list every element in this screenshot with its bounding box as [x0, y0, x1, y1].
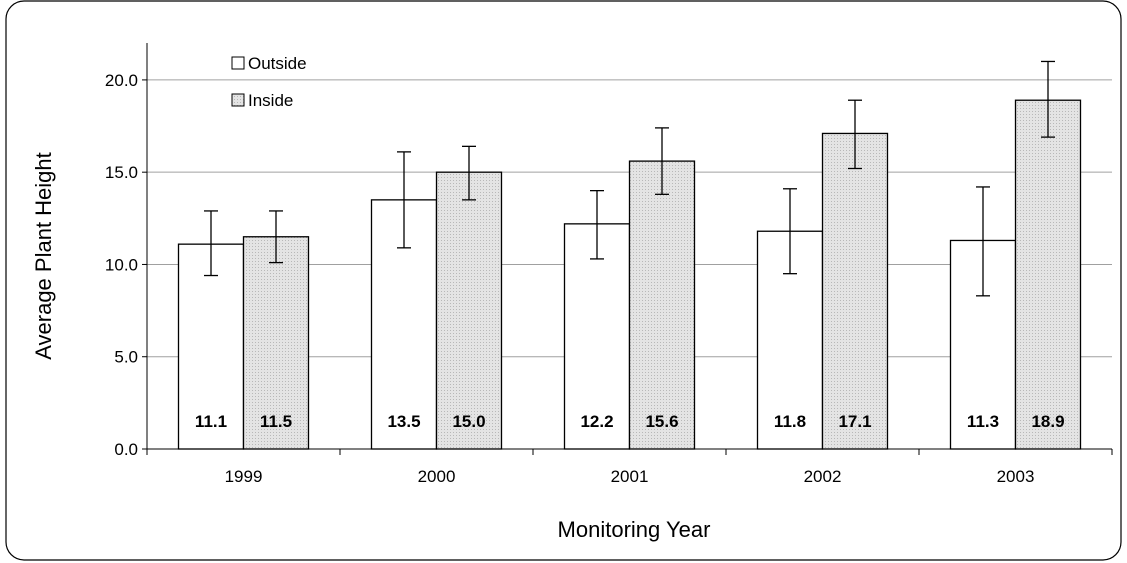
legend-label-inside: Inside — [248, 91, 293, 110]
bar-outside — [563, 223, 631, 450]
legend-swatch-outside — [231, 56, 245, 70]
legend-swatch-inside — [231, 93, 245, 107]
data-label: 11.3 — [967, 412, 999, 431]
y-tick-label: 20.0 — [105, 71, 138, 90]
data-label: 11.5 — [260, 412, 292, 431]
y-tick-label: 5.0 — [114, 348, 138, 367]
x-tick-label: 1999 — [225, 467, 263, 486]
bar-inside — [435, 171, 503, 450]
data-label: 17.1 — [838, 412, 871, 431]
bar-inside — [1014, 99, 1082, 450]
data-label: 15.0 — [452, 412, 485, 431]
data-label: 12.2 — [580, 412, 613, 431]
x-tick-label: 2003 — [997, 467, 1035, 486]
data-label: 18.9 — [1031, 412, 1064, 431]
y-axis-title: Average Plant Height — [31, 152, 56, 360]
y-tick-label: 10.0 — [105, 255, 138, 274]
data-label: 15.6 — [645, 412, 678, 431]
data-label: 11.1 — [195, 412, 227, 431]
data-label: 13.5 — [387, 412, 420, 431]
x-tick-label: 2000 — [418, 467, 456, 486]
x-tick-label: 2002 — [804, 467, 842, 486]
bar-inside — [821, 132, 889, 450]
data-label: 11.8 — [774, 412, 806, 431]
x-axis-title: Monitoring Year — [558, 517, 711, 542]
x-tick-label: 2001 — [611, 467, 649, 486]
bar-inside — [628, 160, 696, 450]
y-tick-label: 0.0 — [114, 440, 138, 459]
legend-label-outside: Outside — [248, 54, 307, 73]
bar-inside — [242, 236, 310, 450]
y-tick-label: 15.0 — [105, 163, 138, 182]
